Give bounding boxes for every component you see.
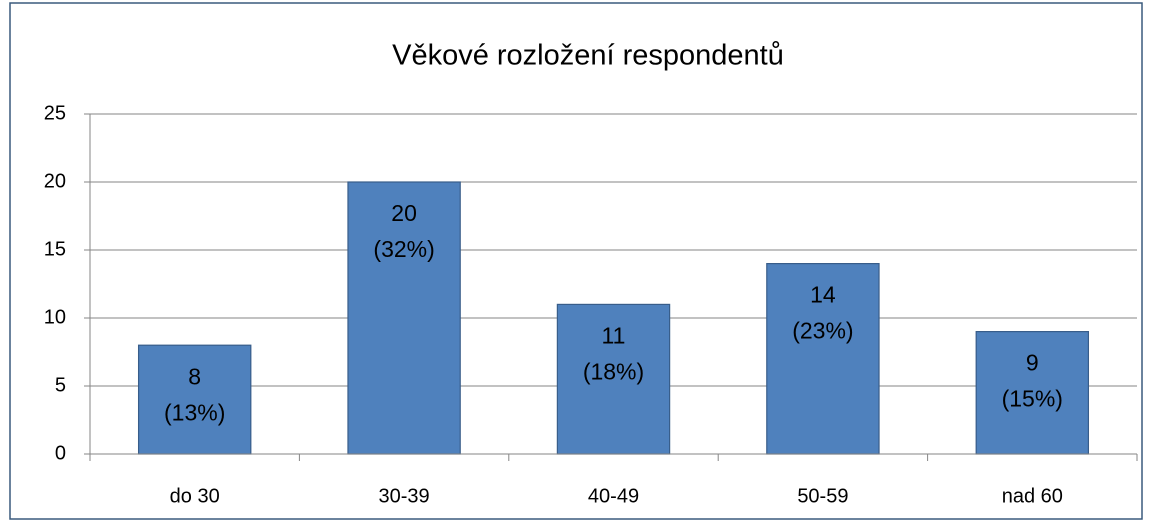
x-tick-label: nad 60 [1002,485,1063,507]
value-label: 9 [1026,350,1039,376]
value-label: (23%) [792,318,853,344]
value-label: (32%) [373,236,434,262]
value-label: (15%) [1002,386,1063,412]
chart-title: Věkové rozložení respondentů [392,40,784,72]
y-tick-label: 15 [44,238,66,260]
bar [556,303,671,455]
y-tick-label: 10 [44,306,66,328]
value-label: (13%) [164,399,225,425]
x-tick-label: do 30 [170,485,220,507]
value-label: 11 [602,322,626,348]
x-tick-label: 40-49 [588,485,639,507]
value-label: 20 [391,200,417,226]
bar [137,344,252,455]
y-tick-label: 0 [55,442,66,464]
x-tick-label: 30-39 [379,485,430,507]
value-label: (18%) [583,358,644,384]
y-tick-label: 25 [44,102,66,124]
value-label: 14 [810,282,836,308]
x-tick-label: 50-59 [797,485,848,507]
bar [347,181,461,455]
value-label: 8 [188,363,201,389]
y-tick-label: 5 [55,374,66,396]
y-tick-label: 20 [44,170,66,192]
bar [766,263,880,455]
